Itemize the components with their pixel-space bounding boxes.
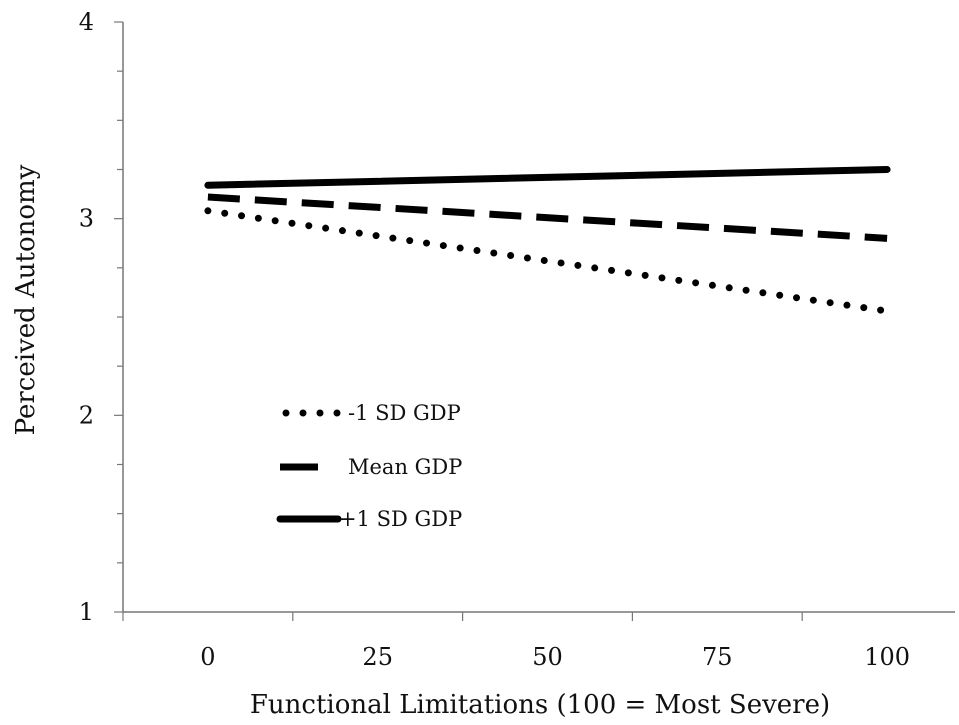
y-tick-label: 4: [79, 8, 94, 36]
y-axis-title: Perceived Autonomy: [11, 164, 41, 435]
legend-label: -1 SD GDP: [348, 401, 461, 425]
x-tick-label: 25: [362, 643, 393, 671]
y-tick-label: 1: [79, 598, 94, 626]
series-line: [207, 193, 888, 242]
y-tick-label: 2: [79, 401, 94, 429]
x-axis-title: Functional Limitations (100 = Most Sever…: [250, 690, 830, 720]
series-lines: [204, 166, 891, 315]
x-tick-label: 50: [532, 643, 563, 671]
x-tick-label: 0: [200, 643, 215, 671]
legend: -1 SD GDP Mean GDP +1 SD GDP: [276, 401, 462, 531]
tick-labels: 1 2 3 4 0 25 50 75 100: [79, 8, 910, 671]
legend-label: +1 SD GDP: [339, 507, 462, 531]
axes: [114, 21, 955, 621]
series-line: [204, 207, 891, 315]
y-tick-label: 3: [79, 205, 94, 233]
x-tick-label: 100: [864, 643, 910, 671]
x-tick-label: 75: [702, 643, 733, 671]
legend-label: Mean GDP: [348, 455, 462, 479]
series-line: [204, 166, 891, 189]
